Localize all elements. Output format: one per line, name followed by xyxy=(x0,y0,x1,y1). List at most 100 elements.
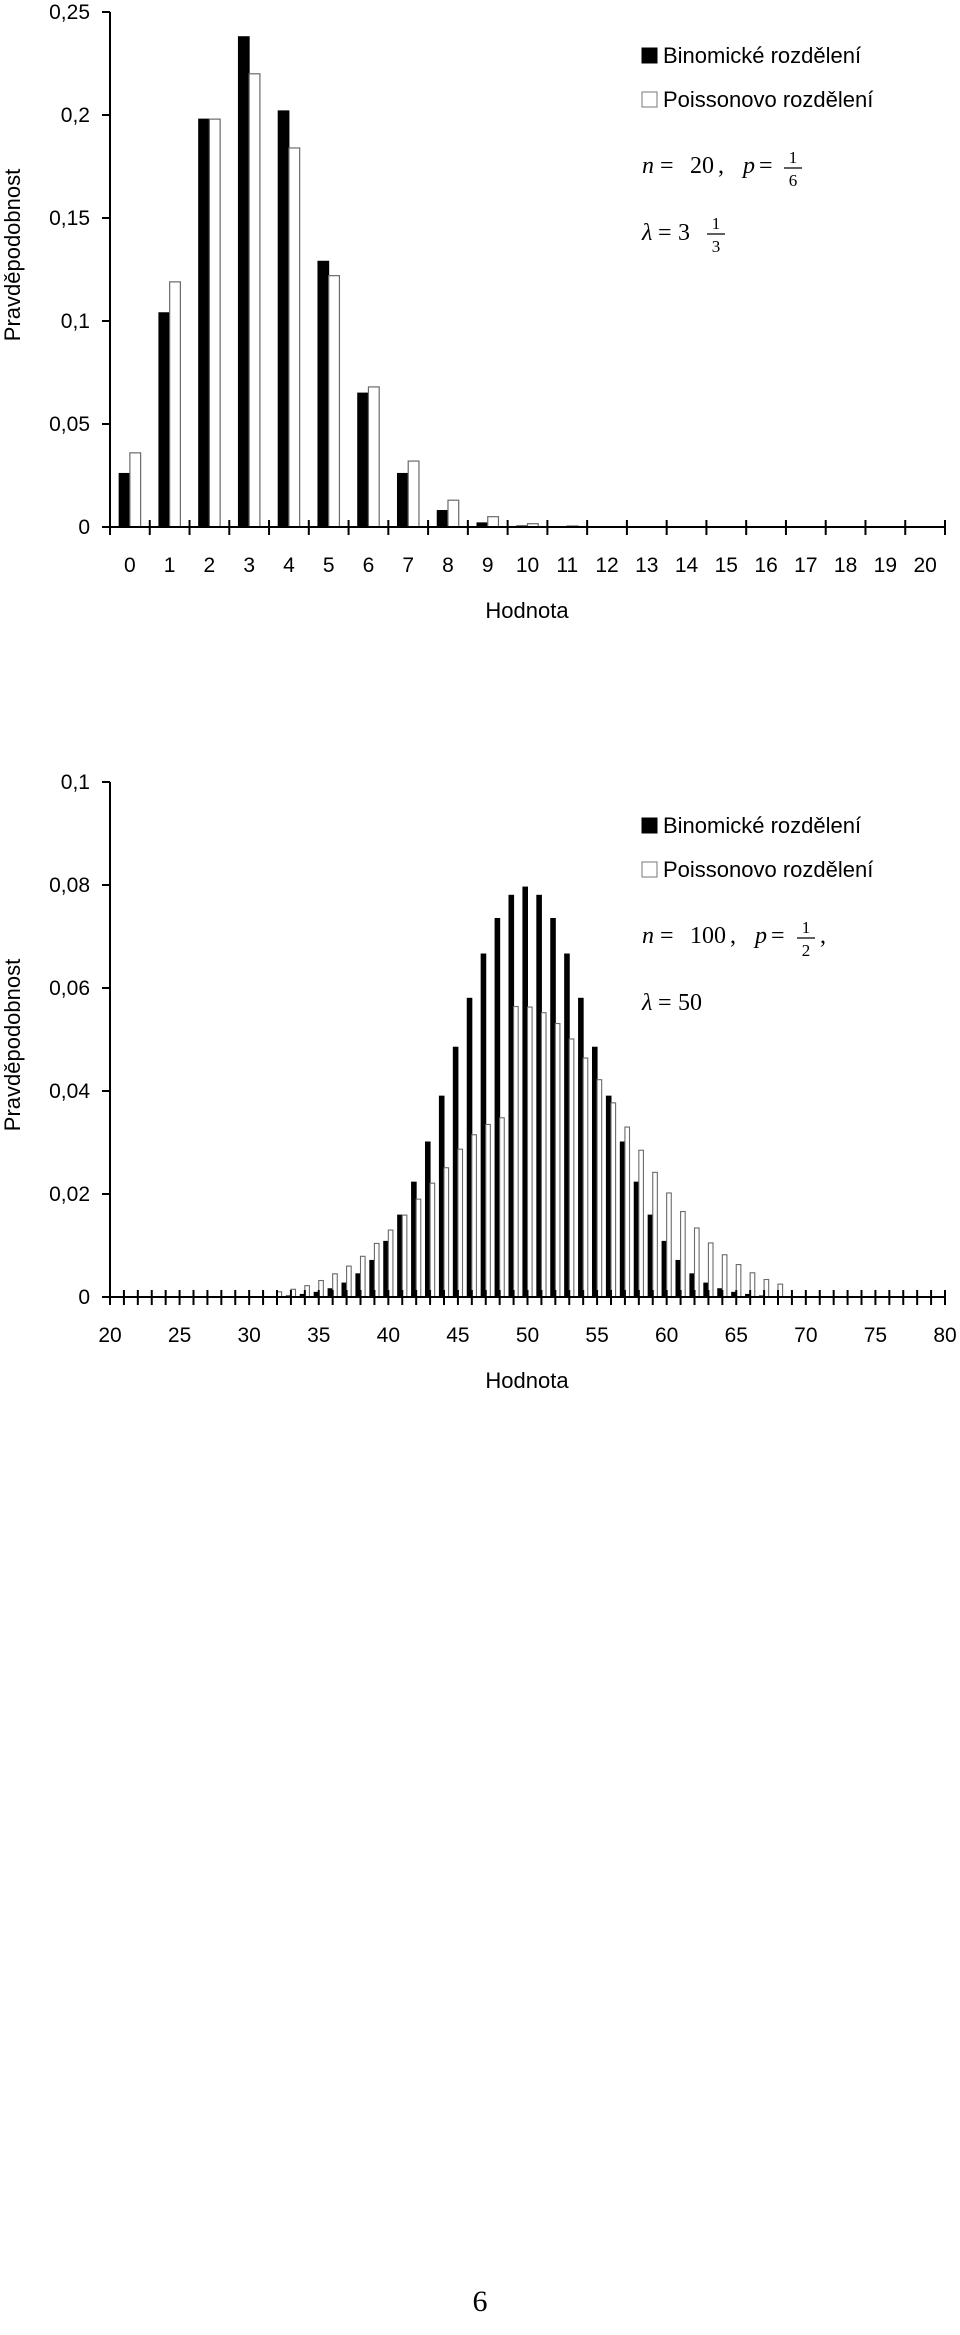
bar-poisson xyxy=(513,1005,519,1298)
x-tick-label: 10 xyxy=(516,554,539,577)
bar-binomial xyxy=(564,953,570,1298)
x-tick-label: 45 xyxy=(446,1324,469,1347)
param-lambda-int: 3 xyxy=(678,220,690,246)
svg-text:=: = xyxy=(759,153,773,179)
x-tick-label: 40 xyxy=(377,1324,400,1347)
bar-binomial xyxy=(357,392,369,528)
x-tick-label: 18 xyxy=(834,554,857,577)
x-tick-label: 70 xyxy=(794,1324,817,1347)
bar-binomial xyxy=(466,997,473,1298)
param-p-numerator: 1 xyxy=(789,148,798,167)
bar-binomial xyxy=(277,110,290,528)
bar-poisson xyxy=(443,1167,450,1298)
bar-binomial xyxy=(661,1240,668,1298)
bar-poisson xyxy=(638,1149,644,1298)
x-tick-label: 55 xyxy=(585,1324,608,1347)
bar-poisson xyxy=(387,1229,394,1298)
legend-swatch-poisson xyxy=(641,91,658,108)
x-tick-label: 3 xyxy=(243,554,255,577)
bar-poisson xyxy=(568,1038,575,1298)
bar-binomial xyxy=(198,118,210,528)
bar-poisson xyxy=(707,1242,714,1298)
bar-binomial xyxy=(522,886,528,1298)
bar-poisson xyxy=(487,516,500,528)
bar-binomial xyxy=(397,1214,403,1298)
param-lambda: 50 xyxy=(678,990,702,1016)
param-n: 20 xyxy=(690,153,714,179)
x-tick-label: 8 xyxy=(442,554,454,577)
param-p-denominator: 6 xyxy=(789,171,798,190)
bar-binomial xyxy=(438,1095,445,1298)
y-tick-label: 0,06 xyxy=(49,977,90,1000)
y-tick-label: 0 xyxy=(78,1286,90,1309)
legend-swatch-poisson xyxy=(641,861,658,878)
bar-poisson xyxy=(208,118,221,528)
svg-text:,: , xyxy=(718,153,724,179)
legend: Binomické rozdělení Poissonovo rozdělení xyxy=(641,813,873,882)
x-tick-label: 7 xyxy=(402,554,414,577)
x-ticks: 20 25 30 35 40 45 50 55 60 65 70 75 80 xyxy=(98,1290,957,1347)
chart-2-bars xyxy=(271,886,784,1298)
legend: Binomické rozdělení Poissonovo rozdělení xyxy=(641,43,873,112)
x-ticks: 0 1 2 3 4 5 6 7 8 9 10 11 12 13 14 15 16 17 18 19 20 xyxy=(109,520,946,577)
svg-text:=: = xyxy=(658,220,672,246)
x-tick-label: 25 xyxy=(168,1324,191,1347)
bar-poisson xyxy=(373,1242,380,1298)
bar-binomial xyxy=(436,510,449,528)
bar-poisson xyxy=(129,452,142,528)
bar-poisson xyxy=(248,73,261,528)
x-tick-label: 65 xyxy=(725,1324,748,1347)
bar-poisson xyxy=(666,1192,672,1298)
parameter-annotation: n = 20 , p = 1 6 λ = 3 1 3 xyxy=(641,148,802,256)
bar-binomial xyxy=(536,894,542,1298)
x-tick-label: 17 xyxy=(794,554,817,577)
svg-text:,: , xyxy=(730,923,736,949)
y-tick-label: 0,05 xyxy=(49,413,90,436)
bar-poisson xyxy=(471,1134,477,1298)
bar-poisson xyxy=(367,386,380,528)
page-number: 6 xyxy=(472,2285,488,2318)
bar-binomial xyxy=(424,1141,431,1298)
bar-binomial xyxy=(647,1214,654,1298)
bar-binomial xyxy=(317,260,330,528)
bar-binomial xyxy=(578,997,584,1298)
chart-1-bars xyxy=(118,36,619,528)
x-tick-label: 20 xyxy=(913,554,936,577)
bar-binomial xyxy=(591,1046,598,1298)
svg-text:=: = xyxy=(658,990,672,1016)
bar-binomial xyxy=(619,1141,626,1298)
legend-label-binomial: Binomické rozdělení xyxy=(663,43,861,68)
y-tick-label: 0,1 xyxy=(61,310,90,333)
param-p-numerator: 1 xyxy=(802,918,811,937)
bar-poisson xyxy=(415,1198,422,1298)
bar-poisson xyxy=(401,1214,408,1298)
bar-poisson xyxy=(652,1171,658,1298)
svg-text:=: = xyxy=(771,923,785,949)
bar-poisson xyxy=(526,1006,533,1298)
bar-binomial xyxy=(633,1181,640,1298)
y-tick-label: 0,25 xyxy=(49,1,90,24)
bar-poisson xyxy=(680,1210,686,1298)
x-tick-label: 12 xyxy=(595,554,618,577)
x-tick-label: 35 xyxy=(307,1324,330,1347)
bar-poisson xyxy=(328,275,341,528)
svg-text:λ: λ xyxy=(641,220,652,246)
bar-poisson xyxy=(582,1057,589,1298)
x-axis-title: Hodnota xyxy=(485,1368,569,1393)
bar-binomial xyxy=(508,894,515,1298)
bar-binomial xyxy=(158,312,171,528)
x-axis-title: Hodnota xyxy=(485,598,569,623)
param-n: 100 xyxy=(690,923,726,949)
x-tick-label: 13 xyxy=(635,554,658,577)
x-tick-label: 16 xyxy=(754,554,777,577)
svg-text:p: p xyxy=(753,923,767,949)
param-lambda-numerator: 1 xyxy=(712,214,721,233)
x-tick-label: 20 xyxy=(98,1324,121,1347)
bar-binomial xyxy=(494,917,501,1298)
x-tick-label: 9 xyxy=(482,554,494,577)
x-tick-label: 50 xyxy=(516,1324,539,1347)
bar-binomial xyxy=(480,953,487,1298)
y-tick-label: 0 xyxy=(78,516,90,539)
legend-swatch-binomial xyxy=(641,47,658,64)
y-tick-label: 0,2 xyxy=(61,104,90,127)
